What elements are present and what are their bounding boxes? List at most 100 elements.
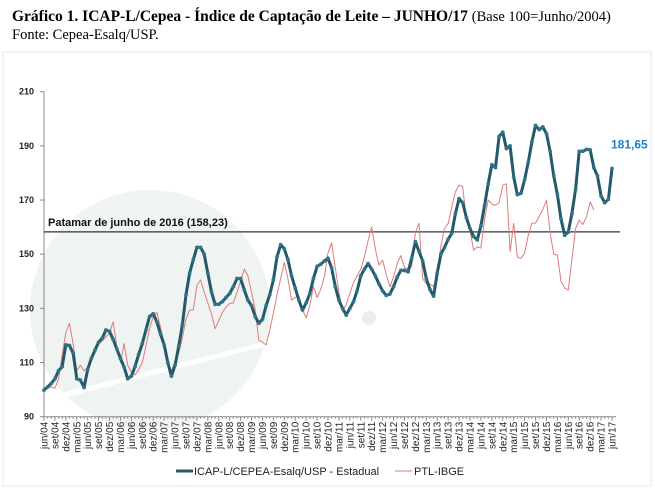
x-tick-label: set/15 [531,421,542,449]
icap-data-point [457,196,461,201]
x-tick-label: dez/06 [149,421,160,451]
x-tick-label: dez/07 [192,421,203,451]
icap-data-point [442,245,447,250]
icap-data-point [511,175,516,179]
icap-data-point [562,233,567,238]
icap-data-point [489,162,494,167]
icap-data-point [253,314,258,319]
x-tick-label: mar/11 [334,421,345,452]
y-tick-label: 110 [19,358,34,368]
icap-data-point [154,320,159,324]
x-tick-label: jun/06 [127,421,138,450]
x-tick-label: set/16 [575,421,586,449]
x-tick-label: dez/16 [586,421,597,451]
icap-data-point [504,146,509,151]
icap-data-point [529,139,534,144]
x-tick-label: set/10 [313,421,324,449]
x-tick-label: jun/10 [302,421,313,450]
x-tick-label: jun/07 [171,421,182,450]
icap-data-point [355,288,360,293]
icap-data-point [544,131,549,136]
x-tick-label: jun/05 [83,421,94,450]
ptl-series-line [43,183,595,391]
x-tick-label: dez/04 [61,421,72,451]
icap-data-point [282,246,287,251]
icap-data-point [337,298,341,303]
x-tick-label: jun/12 [389,421,400,450]
icap-data-point [351,299,356,304]
icap-data-point [107,329,112,334]
x-tick-label: dez/10 [324,421,335,451]
x-tick-label: set/09 [269,421,280,449]
x-tick-label: mar/15 [509,421,520,453]
icap-data-point [508,143,512,148]
x-tick-label: set/07 [182,421,193,449]
icap-data-point [573,187,578,192]
icap-data-point [362,267,367,271]
icap-data-point [326,256,330,261]
icap-data-point [42,388,46,393]
x-tick-label: mar/07 [160,421,171,453]
icap-data-point [318,262,323,267]
icap-data-point [602,200,607,205]
icap-data-point [275,255,279,259]
watermark-circle [30,190,270,430]
x-tick-label: dez/13 [455,421,466,451]
chart-title: Gráfico 1. ICAP-L/Cepea - Índice de Capt… [12,8,611,26]
icap-data-point [471,234,476,239]
icap-data-point [398,268,403,273]
icap-data-point [500,130,505,135]
y-tick-label: 90 [24,412,34,422]
icap-data-point [49,381,54,386]
icap-data-point [438,252,443,257]
icap-data-point [497,134,502,139]
icap-data-point [431,294,436,299]
legend-label-icap: ICAP-L/CEPEA-Esalq/USP - Estadual [194,466,379,478]
watermark [30,190,376,430]
icap-data-point [231,284,236,289]
x-tick-label: set/06 [138,421,149,449]
icap-data-point [216,302,221,307]
chart-title-base: (Base 100=Junho/2004) [471,9,611,25]
x-tick-label: set/13 [444,421,455,449]
legend-label-ptl: PTL-IBGE [414,466,464,478]
icap-data-point [296,298,301,303]
icap-data-point [387,292,392,296]
y-tick-label: 190 [19,141,34,151]
icap-data-point [577,149,582,154]
x-tick-label: set/08 [225,421,236,449]
icap-data-point [74,376,79,381]
watermark-swoosh [43,315,369,403]
icap-data-point [53,376,57,381]
icap-data-point [286,257,290,262]
icap-data-point [537,127,542,132]
icap-data-point [67,343,72,348]
icap-data-point [209,290,214,295]
icap-data-point [555,192,560,197]
icap-data-point [56,368,61,373]
icap-data-point [413,239,418,244]
x-tick-label: dez/14 [498,421,509,451]
x-tick-label: mar/16 [553,421,564,453]
icap-data-point [464,215,469,220]
icap-data-point [158,332,163,336]
x-tick-label: mar/10 [291,421,302,453]
icap-data-point [449,231,454,236]
icap-data-point [129,374,134,378]
x-tick-label: mar/06 [116,421,127,453]
x-tick-label: mar/14 [466,421,477,453]
icap-data-point [45,385,50,389]
icap-data-point [377,282,381,286]
reference-line-group: Patamar de junho de 2016 (158,23) [44,217,620,233]
icap-data-point [122,365,127,370]
icap-data-point [85,367,90,372]
x-tick-label: mar/13 [422,421,433,453]
x-tick-label: jun/14 [476,421,487,450]
x-tick-label: set/11 [356,421,367,448]
icap-data-point [428,287,432,292]
icap-data-point [307,291,312,296]
icap-data-point [144,328,148,332]
icap-data-point [453,211,458,216]
icap-data-point [300,308,305,312]
